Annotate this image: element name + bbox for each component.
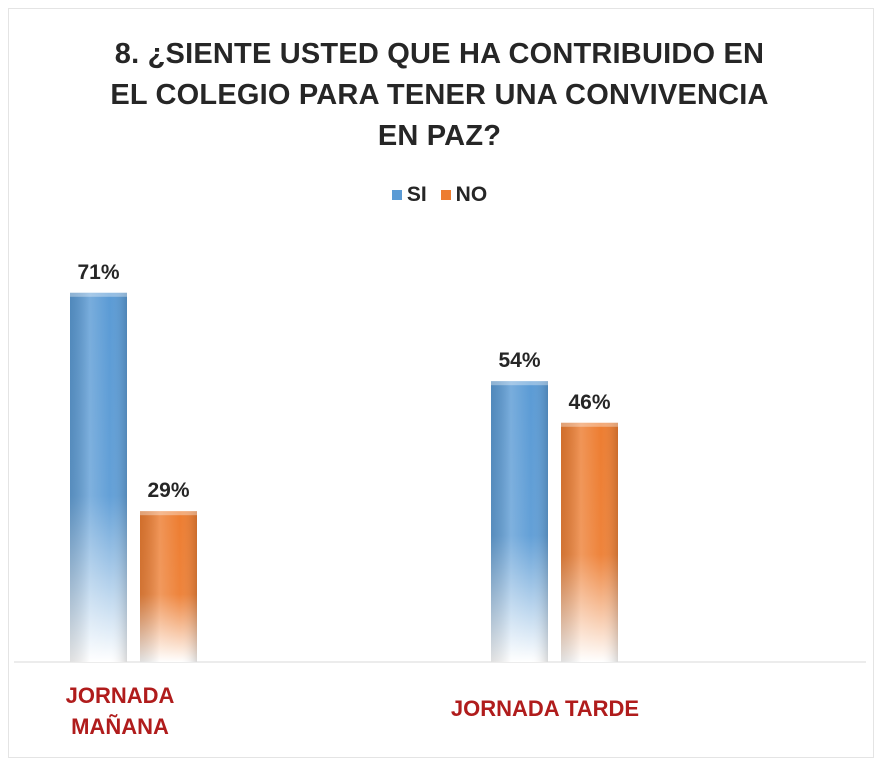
chart-title-line-2: EL COLEGIO PARA TENER UNA CONVIVENCIA [110,79,769,111]
legend-label-no: NO [455,183,488,206]
bar-top-bevel-si-tarde [491,381,548,386]
chart-title-line-3: EN PAZ? [377,120,502,152]
legend-item-si: SI [391,183,427,207]
bar-top-bevel-no-tarde [561,422,618,427]
bar-shading-no-tarde [561,422,618,662]
chart-title-line-1: 8. ¿SIENTE USTED QUE HA CONTRIBUIDO EN [114,38,765,70]
category-label-jornada-tarde: JORNADA TARDE [420,693,670,724]
bar-shading-no-manana [140,511,197,662]
data-label-no-manana: 29% [147,479,189,502]
data-label-si-manana: 71% [77,261,119,284]
chart-title: 8. ¿SIENTE USTED QUE HA CONTRIBUIDO EN E… [0,34,879,157]
category-label-line: MAÑANA [71,714,169,739]
legend-swatch-si [391,190,402,200]
legend-item-no: NO [440,183,488,207]
category-label-jornada-manana: JORNADA MAÑANA [30,680,210,742]
category-label-line: JORNADA [65,683,175,708]
legend-label-si: SI [406,183,427,206]
data-label-si-tarde: 54% [498,349,540,372]
chart-legend: SI NO [0,183,879,207]
data-label-no-tarde: 46% [568,391,610,414]
bar-top-bevel-no-manana [140,511,197,516]
category-label-line: JORNADA TARDE [450,696,640,721]
legend-swatch-no [440,190,451,200]
bar-shading-si-tarde [491,381,548,662]
bar-top-bevel-si-manana [70,292,127,297]
bar-shading-si-manana [70,292,127,662]
